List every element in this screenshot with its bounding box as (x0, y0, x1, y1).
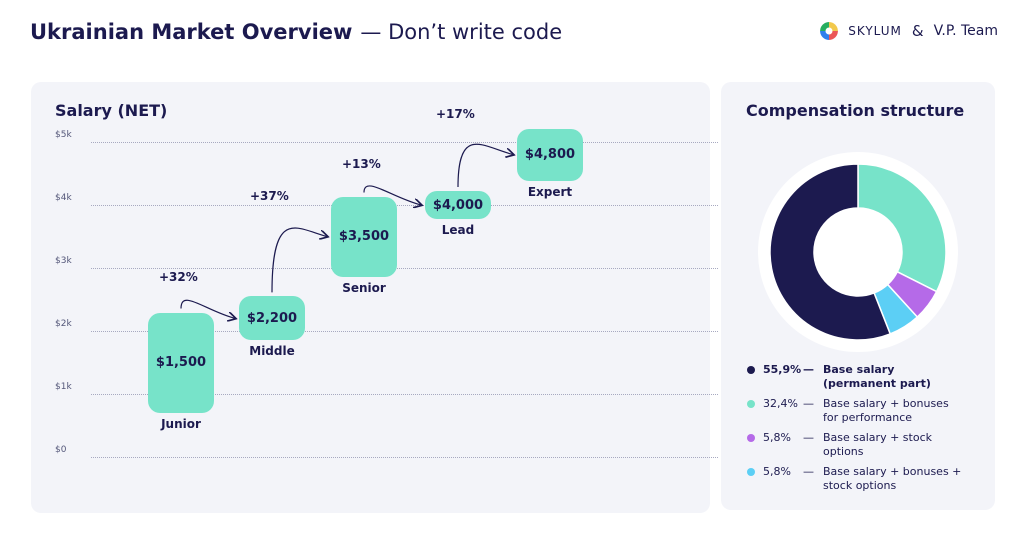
donut-hole (814, 208, 902, 296)
legend-dot-icon (747, 468, 755, 476)
salary-panel: Salary (NET) $0 $1k $2k $3k $4k $5k $1,500 Juni… (31, 82, 718, 513)
legend-label: Base salary + stock options (823, 431, 932, 458)
level-label: Middle (249, 344, 295, 359)
salary-panel-title: Salary (NET) (55, 101, 168, 120)
gridline (91, 457, 718, 458)
gridline (91, 142, 718, 143)
page-subtitle: — Don’t write code (360, 20, 563, 44)
page-header: Ukrainian Market Overview — Don’t write … (30, 20, 562, 50)
legend-item: 5,8% — Base salary + stock options (747, 431, 963, 459)
salary-bar-lead: $4,000 (425, 191, 491, 219)
legend-item: 32,4% — Base salary + bonuses for performa… (747, 397, 963, 425)
gridline (91, 394, 718, 395)
legend-item: 55,9% — Base salary (permanent part) (747, 363, 963, 391)
skylum-logo-text: SKYLUM (848, 24, 902, 38)
legend-percent: 5,8% (763, 431, 791, 444)
level-label: Senior (342, 280, 386, 295)
level-label: Junior (161, 416, 201, 431)
growth-arrow (271, 227, 327, 293)
level-label: Expert (527, 184, 573, 199)
legend-percent: 32,4% (763, 397, 798, 410)
growth-label: +13% (342, 157, 381, 171)
y-tick-label: $1k (55, 382, 72, 392)
growth-arrow (457, 143, 513, 188)
growth-arrow (180, 299, 235, 318)
y-tick-label: $4k (55, 193, 72, 203)
gridline (91, 331, 718, 332)
legend-percent: 5,8% (763, 465, 791, 478)
legend-dash: — (803, 465, 814, 478)
legend-dash: — (803, 363, 814, 376)
legend-dash: — (803, 431, 814, 444)
compensation-donut-chart (758, 152, 958, 352)
legend-percent: 55,9% (763, 363, 802, 376)
skylum-logo-icon (820, 22, 839, 40)
legend-label: Base salary + bonuses + stock options (823, 465, 962, 492)
level-label: Lead (441, 223, 475, 237)
compensation-panel-title: Compensation structure (746, 101, 965, 120)
legend-dot-icon (747, 400, 755, 408)
growth-label: +37% (250, 188, 289, 203)
y-tick-label: $2k (55, 319, 72, 329)
growth-label: +17% (436, 106, 475, 121)
compensation-panel: Compensation structure (721, 82, 995, 510)
legend-dash: — (803, 397, 814, 410)
legend-label: Base salary + bonuses for performance (823, 397, 949, 424)
salary-bar-senior: $3,500 (331, 196, 397, 277)
y-tick-label: $0 (55, 445, 67, 455)
y-tick-label: $5k (55, 130, 72, 140)
legend-label: Base salary (permanent part) (823, 363, 931, 390)
gridline (91, 205, 718, 206)
growth-arrow (363, 185, 421, 205)
legend-dot-icon (747, 434, 755, 442)
salary-bar-middle: $2,200 (239, 296, 305, 341)
growth-label: +32% (159, 270, 198, 285)
growth-arrows (180, 143, 710, 513)
partner-logos: SKYLUM & V.P. Team (820, 22, 998, 40)
gridline (91, 268, 718, 269)
logo-ampersand: & (911, 22, 924, 40)
vp-team-logo-text: V.P. Team (933, 23, 998, 39)
legend-item: 5,8% — Base salary + bonuses + stock optio… (747, 465, 963, 493)
salary-bar-expert: $4,800 (517, 128, 583, 181)
legend-dot-icon (747, 366, 755, 374)
page-title: Ukrainian Market Overview (30, 20, 353, 44)
y-tick-label: $3k (55, 256, 72, 266)
salary-bar-junior: $1,500 (148, 312, 214, 413)
